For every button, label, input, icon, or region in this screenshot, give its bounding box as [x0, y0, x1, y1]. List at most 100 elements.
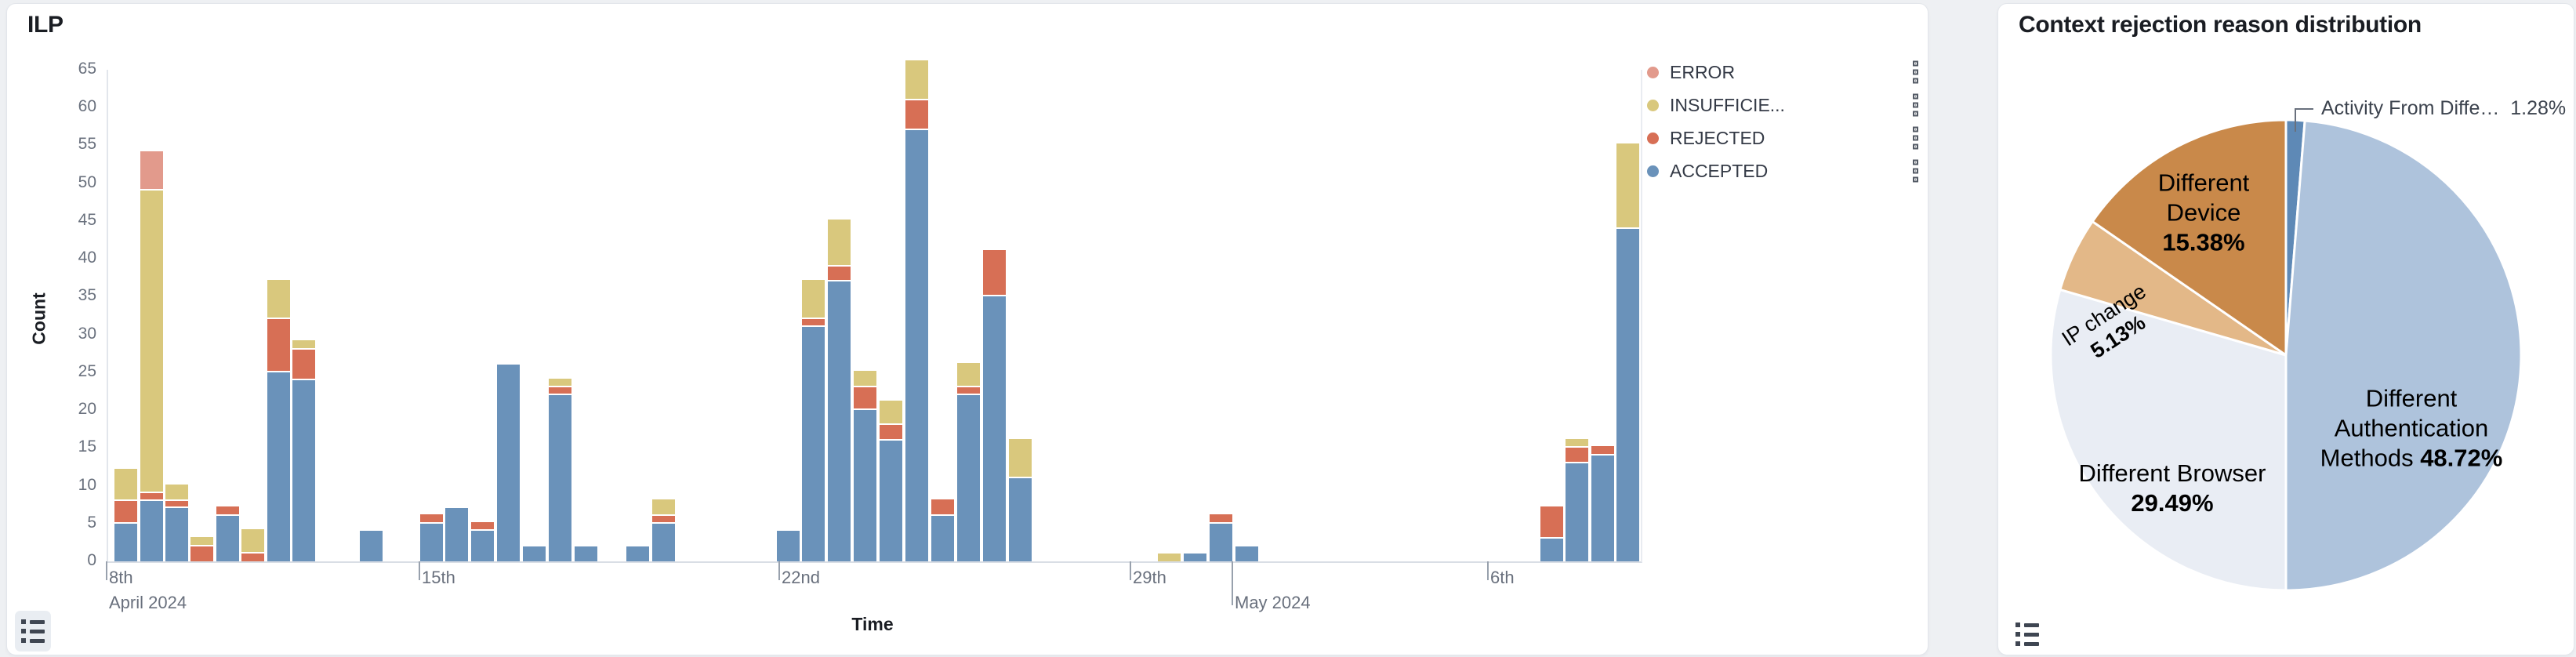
y-tick-label: 20 — [78, 400, 96, 419]
x-tick-label: 29th — [1133, 568, 1166, 587]
accepted-segment[interactable] — [522, 546, 546, 561]
rejected-segment[interactable] — [241, 554, 264, 561]
accepted-segment[interactable] — [1008, 477, 1032, 561]
rejected-segment[interactable] — [905, 98, 928, 131]
accepted-segment[interactable] — [1183, 554, 1206, 561]
accepted-segment[interactable] — [776, 531, 800, 561]
insufficient-segment[interactable] — [905, 60, 928, 100]
insufficient-segment[interactable] — [114, 469, 137, 501]
rejected-segment[interactable] — [827, 264, 851, 282]
pie-slice-browser[interactable] — [2049, 288, 2288, 592]
rejected-segment[interactable] — [956, 386, 980, 395]
insufficient-segment[interactable] — [140, 189, 163, 494]
rejected-segment[interactable] — [216, 506, 239, 517]
rejected-segment[interactable] — [1209, 514, 1232, 524]
list-icon — [2015, 623, 2039, 627]
accepted-segment[interactable] — [827, 281, 851, 561]
accepted-segment[interactable] — [548, 394, 571, 561]
accepted-segment[interactable] — [470, 531, 494, 561]
rejected-segment[interactable] — [470, 521, 494, 532]
insufficient-segment[interactable] — [827, 219, 851, 267]
accepted-segment[interactable] — [1540, 539, 1563, 561]
x-tick-mark — [106, 561, 107, 580]
insufficient-segment[interactable] — [1008, 438, 1032, 478]
legend-options-kebab-icon[interactable] — [1913, 159, 1918, 183]
insufficient-segment[interactable] — [651, 499, 675, 517]
rejected-segment[interactable] — [114, 499, 137, 524]
insufficient-segment[interactable] — [190, 537, 213, 546]
rejected-segment[interactable] — [1591, 446, 1614, 456]
accepted-segment[interactable] — [267, 372, 290, 561]
insufficient-segment[interactable] — [1616, 143, 1639, 229]
accepted-segment[interactable] — [114, 523, 137, 561]
rejected-segment[interactable] — [419, 514, 443, 524]
legend-item-insufficie[interactable]: INSUFFICIE... — [1647, 89, 1921, 122]
x-tick-label: 6th — [1490, 568, 1515, 587]
rejected-segment[interactable] — [931, 499, 954, 517]
legend-toggle-button[interactable] — [15, 611, 51, 652]
insufficient-segment[interactable] — [267, 280, 290, 320]
accepted-segment[interactable] — [801, 326, 825, 561]
insufficient-segment[interactable] — [165, 484, 188, 501]
x-tick-mark — [1487, 561, 1489, 580]
pie-slice-auth[interactable] — [2284, 119, 2523, 592]
accepted-segment[interactable] — [982, 296, 1006, 561]
rejected-segment[interactable] — [140, 492, 163, 501]
accepted-segment[interactable] — [651, 523, 675, 561]
accepted-segment[interactable] — [1235, 546, 1258, 561]
rejected-segment[interactable] — [879, 423, 902, 441]
rejected-segment[interactable] — [190, 546, 213, 561]
accepted-segment[interactable] — [444, 508, 468, 561]
rejected-segment[interactable] — [982, 249, 1006, 297]
accepted-segment[interactable] — [956, 394, 980, 561]
legend-toggle-button[interactable] — [2009, 614, 2045, 655]
accepted-segment[interactable] — [496, 365, 520, 561]
insufficient-segment[interactable] — [292, 340, 315, 350]
accepted-segment[interactable] — [626, 546, 649, 561]
accepted-segment[interactable] — [359, 531, 383, 561]
rejected-segment[interactable] — [1565, 446, 1588, 463]
x-tick-mark — [778, 561, 780, 580]
accepted-segment[interactable] — [574, 546, 597, 561]
insufficient-segment[interactable] — [801, 280, 825, 320]
insufficient-segment[interactable] — [879, 401, 902, 426]
accepted-segment[interactable] — [1616, 228, 1639, 561]
legend-swatch — [1647, 165, 1659, 177]
accepted-segment[interactable] — [905, 130, 928, 561]
legend-options-kebab-icon[interactable] — [1913, 126, 1918, 150]
insufficient-segment[interactable] — [548, 378, 571, 388]
pie-slice-device[interactable] — [2091, 118, 2288, 357]
rejected-segment[interactable] — [801, 318, 825, 327]
legend-item-error[interactable]: ERROR — [1647, 56, 1921, 89]
accepted-segment[interactable] — [1209, 523, 1232, 561]
rejected-segment[interactable] — [1540, 506, 1563, 539]
rejected-segment[interactable] — [267, 318, 290, 372]
rejected-segment[interactable] — [548, 386, 571, 395]
rejected-segment[interactable] — [651, 514, 675, 524]
accepted-segment[interactable] — [292, 379, 315, 561]
legend-options-kebab-icon[interactable] — [1913, 93, 1918, 117]
insufficient-segment[interactable] — [241, 529, 264, 554]
callout-elbow-vertical — [2295, 108, 2296, 132]
rejected-segment[interactable] — [165, 499, 188, 509]
accepted-segment[interactable] — [165, 508, 188, 561]
legend-item-accepted[interactable]: ACCEPTED — [1647, 154, 1921, 187]
insufficient-segment[interactable] — [956, 363, 980, 388]
insufficient-segment[interactable] — [853, 370, 876, 388]
accepted-segment[interactable] — [1565, 463, 1588, 561]
legend-options-kebab-icon[interactable] — [1913, 60, 1918, 84]
rejected-segment[interactable] — [292, 347, 315, 380]
accepted-segment[interactable] — [140, 500, 163, 561]
accepted-segment[interactable] — [879, 440, 902, 561]
insufficient-segment[interactable] — [1565, 438, 1588, 448]
accepted-segment[interactable] — [931, 516, 954, 561]
x-tick-label: May 2024 — [1235, 593, 1311, 612]
legend-item-rejected[interactable]: REJECTED — [1647, 122, 1921, 154]
rejected-segment[interactable] — [853, 386, 876, 411]
error-segment[interactable] — [140, 151, 163, 191]
accepted-segment[interactable] — [216, 516, 239, 561]
accepted-segment[interactable] — [419, 523, 443, 561]
accepted-segment[interactable] — [1591, 455, 1614, 561]
accepted-segment[interactable] — [853, 410, 876, 561]
insufficient-segment[interactable] — [1157, 554, 1181, 561]
